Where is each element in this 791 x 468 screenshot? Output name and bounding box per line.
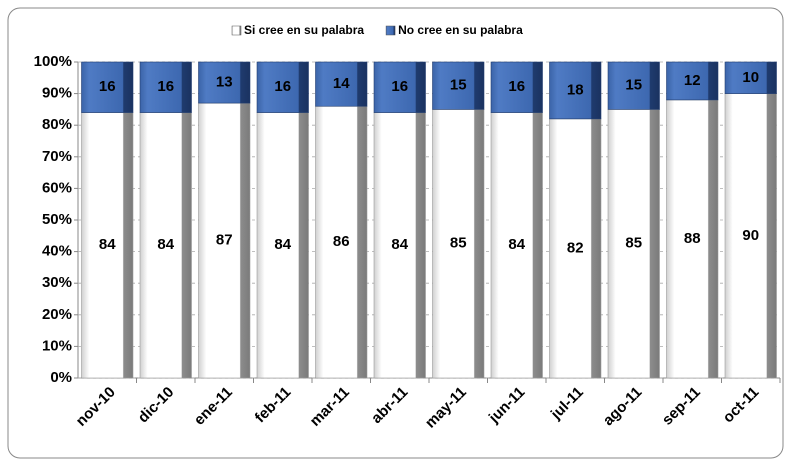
legend-swatch [385, 25, 396, 36]
legend-label: Si cree en su palabra [244, 23, 364, 37]
bar-segment [256, 61, 309, 113]
bar-segment [549, 61, 602, 120]
y-tick-label: 30% [42, 274, 72, 291]
data-label: 16 [99, 78, 116, 95]
data-label: 85 [625, 235, 642, 252]
bar-segment [607, 109, 660, 379]
data-label: 87 [216, 232, 233, 249]
y-tick-label: 70% [42, 148, 72, 165]
data-label: 15 [625, 77, 642, 94]
data-label: 90 [742, 227, 759, 244]
data-label: 84 [157, 236, 174, 253]
data-label: 88 [684, 230, 701, 247]
y-tick-label: 50% [42, 211, 72, 228]
bar-segment [81, 61, 134, 113]
data-label: 16 [157, 78, 174, 95]
data-label: 16 [391, 78, 408, 95]
y-tick-label: 40% [42, 243, 72, 260]
data-label: 82 [567, 239, 584, 256]
bar-segment [373, 112, 426, 379]
data-label: 15 [450, 77, 467, 94]
data-label: 86 [333, 233, 350, 250]
bar-segment [432, 61, 485, 110]
data-label: 84 [99, 236, 116, 253]
data-label: 10 [742, 69, 759, 86]
bar-segment [724, 93, 777, 379]
bar-segment [490, 61, 543, 113]
bar-segment [198, 61, 251, 104]
y-tick-label: 90% [42, 85, 72, 102]
bar-segment [139, 112, 192, 379]
data-label: 18 [567, 81, 584, 98]
bar-segment [373, 61, 426, 113]
bar-segment [607, 61, 660, 110]
bar-segment [139, 61, 192, 113]
y-tick-label: 10% [42, 337, 72, 354]
bar-segment [256, 112, 309, 379]
data-label: 16 [508, 78, 525, 95]
y-tick-label: 0% [50, 369, 72, 386]
bar-segment [724, 61, 777, 94]
bar-segment [315, 105, 368, 379]
bar-segment [549, 118, 602, 379]
legend-label: No cree en su palabra [398, 23, 523, 37]
y-tick-label: 60% [42, 179, 72, 196]
bar-segment [315, 61, 368, 107]
legend-swatch [231, 25, 242, 36]
bar-segment [432, 109, 485, 379]
data-label: 84 [508, 236, 525, 253]
data-label: 85 [450, 235, 467, 252]
y-tick-label: 100% [34, 53, 72, 70]
bar-segment [81, 112, 134, 379]
data-label: 84 [391, 236, 408, 253]
y-tick-label: 20% [42, 306, 72, 323]
data-label: 16 [274, 78, 291, 95]
bar-segment [666, 61, 719, 101]
data-label: 14 [333, 75, 350, 92]
data-label: 13 [216, 74, 233, 91]
data-label: 12 [684, 72, 701, 89]
y-tick-label: 80% [42, 116, 72, 133]
data-label: 84 [274, 236, 291, 253]
